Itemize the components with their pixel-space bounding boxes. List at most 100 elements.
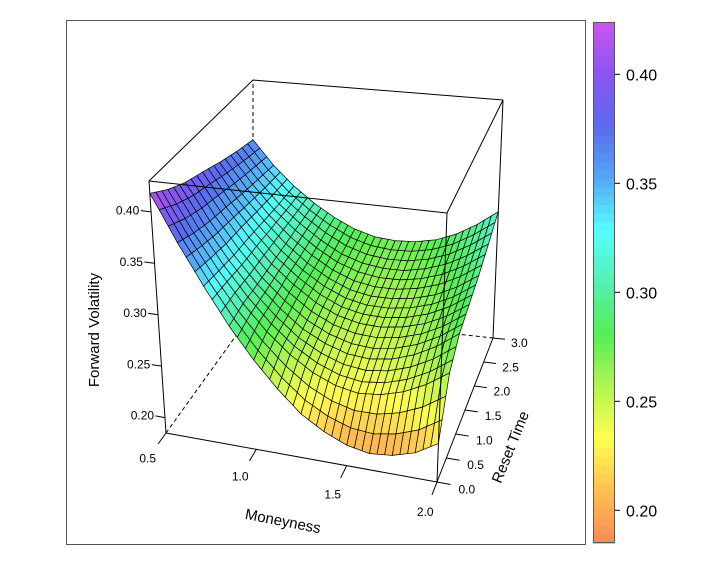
colorbar-segment (593, 369, 615, 379)
colorbar-segment (593, 56, 615, 67)
colorbar-segment (593, 247, 615, 258)
colorbar-segment (593, 508, 615, 518)
y-tick-label: 2.0 (494, 385, 511, 399)
y-tick-label: 2.5 (502, 360, 519, 374)
colorbar-segment (593, 360, 615, 370)
box-edge (446, 99, 504, 214)
box-edge (148, 79, 254, 182)
x-tick-label: 1.0 (232, 469, 249, 483)
colorbar-segment (593, 343, 615, 353)
z-tick (151, 364, 162, 367)
plot-frame (66, 20, 586, 545)
z-tick-label: 0.30 (123, 306, 147, 320)
x-axis-title: Moneyness (244, 506, 323, 537)
colorbar-segment (593, 152, 615, 162)
y-tick (436, 481, 451, 485)
colorbar-segment (593, 490, 615, 501)
colorbar-segment (593, 438, 615, 449)
colorbar-segment (593, 482, 615, 492)
z-tick-label: 0.35 (120, 255, 144, 269)
axes: 0.5 1.0 1.5 2.0 0.0 0.5 1.0 1.5 2.0 2.5 3.0 0.20 0.2… (116, 203, 528, 519)
colorbar-segment (593, 273, 615, 284)
box-edge (165, 432, 438, 483)
colorbar-segment (593, 82, 615, 93)
colorbar-segment (593, 430, 615, 440)
box-edge (436, 212, 448, 483)
z-tick-label: 0.40 (116, 203, 140, 217)
colorbar-segment (593, 351, 615, 362)
colorbar-segment (593, 525, 615, 535)
colorbar-segment (593, 516, 615, 527)
colorbar-segment (593, 308, 615, 318)
y-tick-label: 1.5 (485, 409, 502, 423)
colorbar-segment (593, 499, 615, 509)
colorbar-segment (593, 186, 615, 197)
z-tick (140, 210, 152, 213)
z-tick (144, 261, 155, 264)
y-tick (474, 385, 487, 389)
colorbar-segment (593, 108, 615, 119)
colorbar-segment (593, 91, 615, 101)
colorbar-segment (593, 256, 615, 266)
colorbar-tick-label: 0.35 (626, 176, 657, 193)
colorbar-segment (593, 473, 615, 483)
colorbar-segment (593, 291, 615, 301)
colorbar-segment (593, 317, 615, 327)
colorbar-tick-label: 0.20 (626, 503, 657, 520)
colorbar-segment (593, 378, 615, 388)
surface-facet (149, 191, 166, 211)
colorbar-segment (593, 74, 615, 84)
x-tick (340, 465, 348, 479)
colorbar-segment (593, 169, 615, 179)
colorbar-segment (593, 39, 615, 49)
y-tick (464, 409, 478, 413)
colorbar-segment (593, 456, 615, 466)
colorbar-segment (593, 48, 615, 58)
colorbar-segment (593, 464, 615, 475)
y-tick-label: 1.0 (476, 434, 493, 448)
x-tick-label: 0.5 (139, 451, 156, 465)
colorbar-segment (593, 100, 615, 110)
colorbar-segment (593, 404, 615, 414)
colorbar-segment (593, 204, 615, 214)
colorbar-segment (593, 325, 615, 336)
y-tick-label: 0.0 (458, 482, 475, 496)
colorbar-segment (593, 334, 615, 344)
z-tick-label: 0.25 (127, 357, 151, 371)
y-tick (492, 337, 506, 340)
x-tick-label: 1.5 (324, 487, 341, 501)
colorbar: 0.20 0.25 0.30 0.35 0.40 (593, 22, 657, 544)
box-edge (148, 180, 167, 434)
colorbar-segment (593, 30, 615, 40)
colorbar-segment (593, 134, 615, 145)
box-edge (252, 79, 504, 101)
z-axis-title: Forward Volatility (86, 272, 103, 387)
colorbar-segment (593, 126, 615, 136)
colorbar-segment (593, 395, 615, 405)
colorbar-tick-label: 0.40 (626, 67, 657, 84)
colorbar-segment (593, 386, 615, 396)
colorbar-segment (593, 22, 615, 32)
x-tick (249, 449, 257, 462)
colorbar-segment (593, 178, 615, 188)
y-tick (483, 361, 496, 364)
colorbar-tick-label: 0.25 (626, 394, 657, 411)
x-tick (431, 481, 438, 496)
z-tick (148, 312, 159, 316)
box-edge (148, 180, 448, 214)
colorbar-segment (593, 143, 615, 153)
y-tick-label: 0.5 (467, 458, 484, 472)
colorbar-segment (593, 282, 615, 292)
colorbar-segment (593, 421, 615, 431)
colorbar-segment (593, 213, 615, 223)
colorbar-border (593, 22, 615, 543)
x-tick (157, 432, 167, 445)
colorbar-segment (593, 534, 615, 544)
y-tick-label: 3.0 (511, 336, 528, 350)
colorbar-segment (593, 230, 615, 240)
y-tick (455, 433, 469, 437)
colorbar-segment (593, 221, 615, 231)
colorbar-segment (593, 117, 615, 127)
box-edge-hidden (165, 311, 254, 434)
